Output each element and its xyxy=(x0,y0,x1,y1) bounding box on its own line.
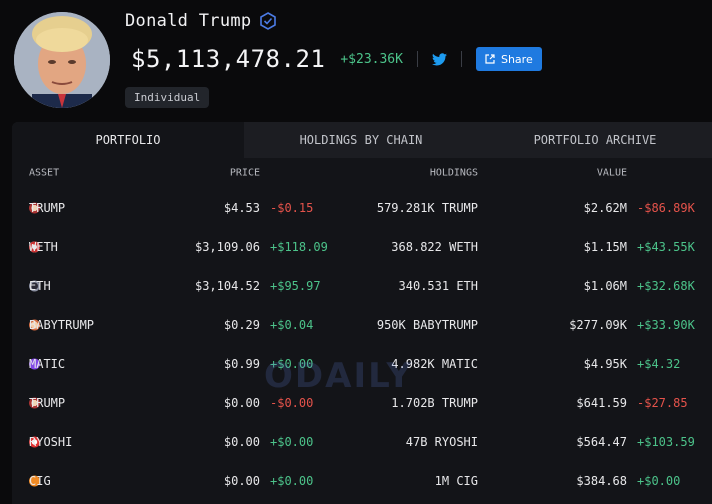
price-change-cell: -$0.15 xyxy=(270,200,314,215)
asset-symbol: TRUMP xyxy=(29,200,66,215)
holdings-table: TRUMP $4.53 -$0.15 579.281K TRUMP $2.62M… xyxy=(12,188,712,500)
table-row[interactable]: TRUMP $0.00 -$0.00 1.702B TRUMP $641.59 … xyxy=(12,383,712,422)
value-cell: $384.68 xyxy=(576,473,627,488)
holdings-cell: 1.702B TRUMP xyxy=(391,395,478,410)
table-header: ASSET PRICE HOLDINGS VALUE xyxy=(12,158,712,188)
total-value-change: +$23.36K xyxy=(340,51,403,67)
value-cell: $4.95K xyxy=(583,356,627,371)
value-change-cell: +$32.68K xyxy=(637,278,695,293)
holdings-cell: 579.281K TRUMP xyxy=(376,200,478,215)
column-header-asset[interactable]: ASSET xyxy=(29,167,60,179)
divider xyxy=(460,51,462,67)
profile-name-row: Donald Trump xyxy=(125,11,277,31)
holdings-cell: 1M CIG xyxy=(434,473,478,488)
value-change-cell: +$43.55K xyxy=(637,239,695,254)
external-link-icon xyxy=(485,54,495,64)
portfolio-panel: PORTFOLIO HOLDINGS BY CHAIN PORTFOLIO AR… xyxy=(12,122,712,504)
table-row[interactable]: RYOSHI $0.00 +$0.00 47B RYOSHI $564.47 +… xyxy=(12,422,712,461)
table-row[interactable]: ETH $3,104.52 +$95.97 340.531 ETH $1.06M… xyxy=(12,266,712,305)
price-cell: $3,109.06 xyxy=(194,239,260,254)
total-portfolio-value: $5,113,478.21 xyxy=(131,45,326,73)
tab-bar: PORTFOLIO HOLDINGS BY CHAIN PORTFOLIO AR… xyxy=(12,122,712,158)
holdings-cell: 950K BABYTRUMP xyxy=(376,317,478,332)
asset-symbol: RYOSHI xyxy=(29,434,73,449)
holdings-cell: 368.822 WETH xyxy=(391,239,478,254)
portfolio-value-row: $5,113,478.21 +$23.36K Share xyxy=(131,43,542,75)
column-header-price[interactable]: PRICE xyxy=(229,167,260,179)
price-change-cell: +$0.00 xyxy=(270,473,314,488)
token-icon xyxy=(29,475,40,486)
asset-symbol: CIG xyxy=(29,473,51,488)
price-cell: $0.29 xyxy=(223,317,260,332)
asset-symbol: TRUMP xyxy=(29,395,66,410)
column-header-value[interactable]: VALUE xyxy=(596,167,627,179)
price-change-cell: +$118.09 xyxy=(270,239,328,254)
value-cell: $2.62M xyxy=(583,200,627,215)
asset-symbol: BABYTRUMP xyxy=(29,317,95,332)
token-icon xyxy=(29,397,40,408)
table-row[interactable]: TRUMP $4.53 -$0.15 579.281K TRUMP $2.62M… xyxy=(12,188,712,227)
holdings-cell: 340.531 ETH xyxy=(398,278,478,293)
value-change-cell: +$0.00 xyxy=(637,473,681,488)
value-change-cell: -$86.89K xyxy=(637,200,695,215)
token-icon xyxy=(29,280,40,291)
table-row[interactable]: MATIC $0.99 +$0.00 4.982K MATIC $4.95K +… xyxy=(12,344,712,383)
price-cell: $0.00 xyxy=(223,473,260,488)
price-cell: $3,104.52 xyxy=(194,278,260,293)
token-icon xyxy=(29,436,40,447)
share-button[interactable]: Share xyxy=(475,47,542,71)
price-cell: $0.00 xyxy=(223,434,260,449)
value-change-cell: +$33.90K xyxy=(637,317,695,332)
price-cell: $4.53 xyxy=(223,200,260,215)
divider xyxy=(416,51,418,67)
column-header-holdings[interactable]: HOLDINGS xyxy=(429,167,478,179)
asset-symbol: WETH xyxy=(29,239,58,254)
asset-symbol: ETH xyxy=(29,278,51,293)
value-cell: $277.09K xyxy=(569,317,627,332)
verified-badge-icon xyxy=(259,12,277,30)
value-cell: $564.47 xyxy=(576,434,627,449)
token-icon xyxy=(29,241,40,252)
holdings-cell: 4.982K MATIC xyxy=(391,356,478,371)
asset-symbol: MATIC xyxy=(29,356,66,371)
profile-avatar xyxy=(14,12,110,108)
value-cell: $1.06M xyxy=(583,278,627,293)
token-icon xyxy=(29,319,40,330)
value-change-cell: +$103.59 xyxy=(637,434,695,449)
price-cell: $0.99 xyxy=(223,356,260,371)
price-change-cell: +$0.00 xyxy=(270,356,314,371)
tab-portfolio-archive[interactable]: PORTFOLIO ARCHIVE xyxy=(533,133,657,147)
value-change-cell: -$27.85 xyxy=(637,395,688,410)
token-icon xyxy=(29,202,40,213)
table-row[interactable]: CIG $0.00 +$0.00 1M CIG $384.68 +$0.00 xyxy=(12,461,712,500)
price-change-cell: +$0.00 xyxy=(270,434,314,449)
price-change-cell: +$95.97 xyxy=(270,278,321,293)
value-cell: $1.15M xyxy=(583,239,627,254)
tab-holdings-by-chain[interactable]: HOLDINGS BY CHAIN xyxy=(299,133,423,147)
price-cell: $0.00 xyxy=(223,395,260,410)
value-cell: $641.59 xyxy=(576,395,627,410)
table-row[interactable]: BABYTRUMP $0.29 +$0.04 950K BABYTRUMP $2… xyxy=(12,305,712,344)
price-change-cell: +$0.04 xyxy=(270,317,314,332)
profile-name: Donald Trump xyxy=(125,11,252,31)
entity-type-badge: Individual xyxy=(125,87,210,108)
value-change-cell: +$4.32 xyxy=(637,356,681,371)
table-row[interactable]: WETH $3,109.06 +$118.09 368.822 WETH $1.… xyxy=(12,227,712,266)
tab-portfolio[interactable]: PORTFOLIO xyxy=(12,122,244,158)
price-change-cell: -$0.00 xyxy=(270,395,314,410)
share-button-label: Share xyxy=(500,52,533,66)
token-icon xyxy=(29,358,40,369)
twitter-icon[interactable] xyxy=(431,52,447,66)
holdings-cell: 47B RYOSHI xyxy=(405,434,478,449)
